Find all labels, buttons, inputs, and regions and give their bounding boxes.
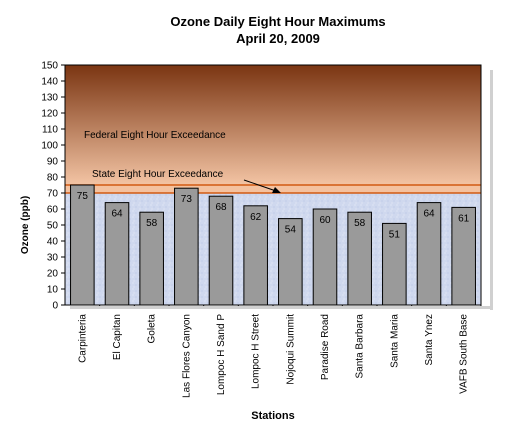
plot-area: Federal Eight Hour Exceedance State Eight… bbox=[41, 61, 493, 398]
bar-value-label: 64 bbox=[111, 209, 123, 220]
x-tick-label: Lompoc H Street bbox=[251, 314, 262, 389]
federal-exceedance-band bbox=[65, 65, 481, 185]
state-label-arrowhead bbox=[272, 187, 281, 193]
chart-title: Ozone Daily Eight Hour Maximums bbox=[170, 14, 385, 29]
x-tick-label: VAFB South Base bbox=[459, 314, 470, 394]
bar-value-label: 51 bbox=[389, 229, 401, 240]
y-tick-label: 100 bbox=[41, 141, 58, 152]
x-tick-label: Santa Barbara bbox=[355, 314, 366, 379]
bar-0 bbox=[70, 184, 95, 306]
y-tick-label: 60 bbox=[47, 205, 59, 216]
x-tick-label: Lompoc H Sand P bbox=[216, 314, 227, 395]
y-tick-label: 30 bbox=[47, 253, 59, 264]
x-tick-label: Nojoqui Summit bbox=[285, 314, 296, 385]
bar-value-label: 58 bbox=[146, 218, 158, 229]
y-tick-label: 10 bbox=[47, 285, 59, 296]
y-tick-label: 90 bbox=[47, 157, 59, 168]
x-tick-label: Carpinteria bbox=[77, 314, 88, 363]
x-axis-label: Stations bbox=[251, 410, 294, 422]
bar-value-label: 54 bbox=[285, 225, 297, 236]
bar-3 bbox=[174, 187, 199, 306]
bar-value-label: 61 bbox=[458, 213, 470, 224]
x-tick-label: Las Flores Canyon bbox=[181, 314, 192, 398]
plot-shadow-bottom bbox=[70, 306, 493, 309]
y-tick-label: 70 bbox=[47, 189, 59, 200]
state-band-label: State Eight Hour Exceedance bbox=[92, 169, 224, 180]
y-tick-label: 50 bbox=[47, 221, 59, 232]
y-tick-label: 150 bbox=[41, 61, 58, 72]
chart-subtitle: April 20, 2009 bbox=[236, 31, 320, 46]
y-axis-label: Ozone (ppb) bbox=[20, 196, 31, 254]
y-tick-label: 40 bbox=[47, 237, 59, 248]
state-label-arrow bbox=[243, 179, 277, 192]
y-tick-label: 0 bbox=[52, 301, 58, 312]
x-tick-label: Santa Ynez bbox=[424, 314, 435, 366]
plot-shadow-right bbox=[490, 70, 493, 310]
x-tick-label: Paradise Road bbox=[320, 314, 331, 380]
bar-value-label: 68 bbox=[215, 202, 227, 213]
y-tick-label: 120 bbox=[41, 109, 58, 120]
y-tick-label: 20 bbox=[47, 269, 59, 280]
y-tick-label: 110 bbox=[42, 125, 58, 136]
bar-value-label: 73 bbox=[181, 194, 193, 205]
below-standard-band bbox=[65, 193, 481, 305]
y-tick-label: 130 bbox=[41, 93, 58, 104]
y-tick-label: 80 bbox=[47, 173, 59, 184]
x-tick-label: Santa Maria bbox=[389, 314, 400, 368]
bar-value-label: 75 bbox=[77, 191, 89, 202]
bar-value-label: 62 bbox=[250, 212, 262, 223]
bar-value-label: 64 bbox=[423, 209, 435, 220]
bar-value-label: 58 bbox=[354, 218, 366, 229]
federal-band-label: Federal Eight Hour Exceedance bbox=[84, 130, 226, 141]
state-exceedance-band bbox=[65, 185, 481, 193]
x-tick-label: El Capitan bbox=[112, 314, 123, 360]
y-tick-label: 140 bbox=[41, 77, 58, 88]
bar-value-label: 60 bbox=[319, 215, 331, 226]
plot-border bbox=[64, 64, 482, 306]
x-tick-label: Goleta bbox=[147, 314, 158, 344]
